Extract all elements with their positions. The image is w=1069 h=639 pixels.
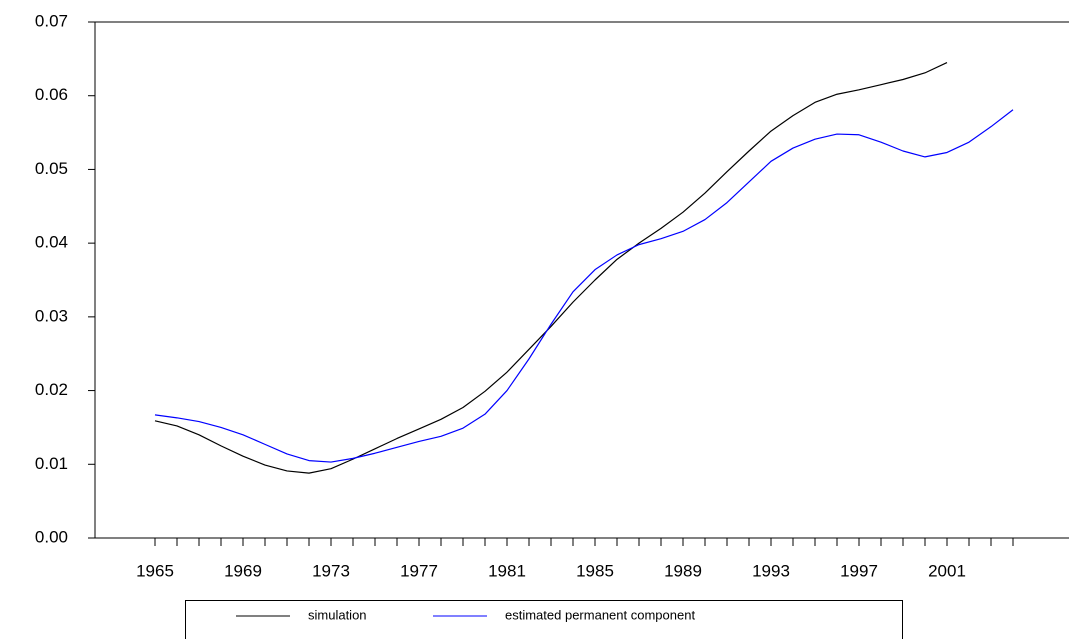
y-tick-label: 0.07	[35, 11, 68, 30]
x-tick-label: 1973	[312, 561, 350, 580]
series-line	[154, 61, 948, 474]
x-tick-label: 1977	[400, 561, 438, 580]
legend-label: simulation	[308, 607, 367, 622]
x-tick-label: 1997	[840, 561, 878, 580]
y-tick-label: 0.03	[35, 306, 68, 325]
y-tick-label: 0.05	[35, 159, 68, 178]
x-tick-label: 1969	[224, 561, 262, 580]
x-tick-label: 1965	[136, 561, 174, 580]
y-tick-label: 0.04	[35, 233, 68, 252]
x-tick-label: 1989	[664, 561, 702, 580]
y-tick-label: 0.06	[35, 85, 68, 104]
x-tick-label: 1985	[576, 561, 614, 580]
legend-label: estimated permanent component	[505, 607, 695, 622]
x-tick-label: 1981	[488, 561, 526, 580]
x-tick-label: 1993	[752, 561, 790, 580]
x-tick-label: 2001	[928, 561, 966, 580]
legend-box	[185, 600, 903, 639]
series-line	[154, 109, 1014, 463]
y-tick-label: 0.02	[35, 380, 68, 399]
y-tick-label: 0.01	[35, 454, 68, 473]
y-tick-label: 0.00	[35, 527, 68, 546]
